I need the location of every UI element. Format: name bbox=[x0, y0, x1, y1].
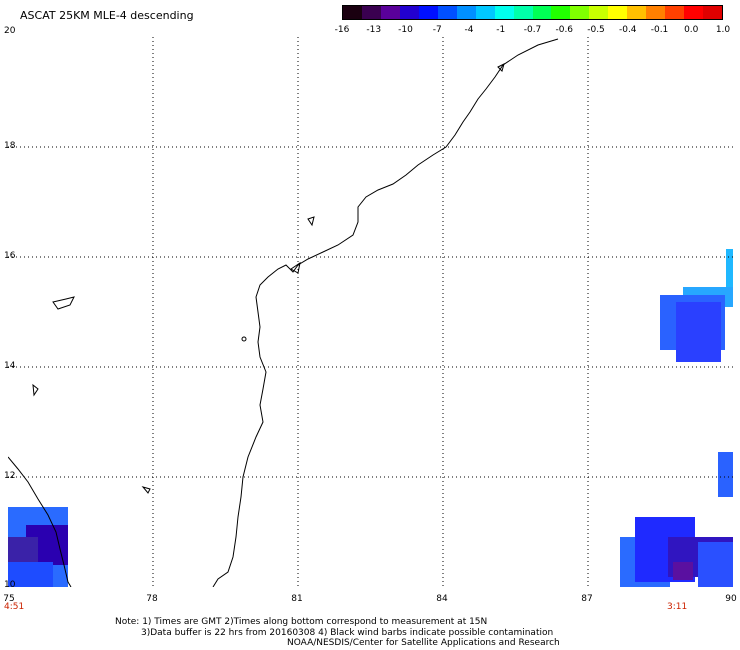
coastline bbox=[212, 38, 559, 587]
colorbar-tick-label: -16 bbox=[334, 25, 350, 35]
time-right: 3:11 bbox=[667, 602, 688, 612]
colorbar-swatch bbox=[475, 6, 495, 19]
colorbar bbox=[342, 5, 723, 20]
time-left: 4:51 bbox=[4, 602, 25, 612]
colorbar-swatch bbox=[570, 6, 590, 19]
colorbar-swatch bbox=[399, 6, 419, 19]
y-tick-label: 14 bbox=[4, 361, 16, 371]
colorbar-swatch bbox=[437, 6, 457, 19]
colorbar-labels: -16 -13 -10 -7 -4 -1 -0.7 -0.6 -0.5 -0.4 -0.1 0.0 1.… bbox=[330, 25, 740, 37]
colorbar-tick-label: -0.1 bbox=[650, 25, 669, 35]
note-line-2: 3)Data buffer is 22 hrs from 20160308 4)… bbox=[141, 627, 554, 638]
colorbar-swatch bbox=[532, 6, 552, 19]
colorbar-swatch bbox=[684, 6, 704, 19]
x-tick-label: 84 bbox=[436, 594, 448, 604]
map-panel bbox=[8, 37, 733, 587]
colorbar-tick-label: 0.0 bbox=[684, 25, 699, 35]
y-tick-label: 18 bbox=[4, 141, 16, 151]
swath-right-upper bbox=[660, 249, 733, 362]
colorbar-swatch bbox=[703, 6, 723, 19]
colorbar-swatch bbox=[513, 6, 533, 19]
colorbar-swatch bbox=[494, 6, 514, 19]
y-tick-label: 12 bbox=[4, 471, 16, 481]
x-tick-label: 81 bbox=[291, 594, 303, 604]
colorbar-swatch bbox=[589, 6, 609, 19]
colorbar-swatch bbox=[627, 6, 647, 19]
colorbar-swatch bbox=[665, 6, 685, 19]
note-line-3: NOAA/NESDIS/Center for Satellite Applica… bbox=[287, 638, 560, 648]
x-tick-label: 75 bbox=[3, 594, 15, 604]
colorbar-swatch bbox=[456, 6, 476, 19]
colorbar-tick-label: -0.5 bbox=[587, 25, 605, 35]
colorbar-swatch bbox=[551, 6, 571, 19]
colorbar-tick-label: -7 bbox=[432, 25, 442, 35]
colorbar-tick-label: 1.0 bbox=[715, 25, 731, 35]
swath-left bbox=[8, 507, 68, 587]
note-line-1: Note: 1) Times are GMT 2)Times along bot… bbox=[115, 617, 488, 627]
colorbar-swatch bbox=[380, 6, 400, 19]
colorbar-tick-label: -1 bbox=[496, 25, 506, 35]
grid-lines bbox=[8, 37, 733, 587]
islands bbox=[32, 63, 505, 494]
colorbar-tick-label: -4 bbox=[464, 25, 474, 35]
colorbar-tick-label: -13 bbox=[366, 25, 382, 35]
colorbar-swatch bbox=[361, 6, 381, 19]
y-tick-label: 20 bbox=[4, 26, 16, 36]
colorbar-swatch bbox=[343, 6, 362, 19]
colorbar-tick-label: -0.7 bbox=[523, 25, 542, 35]
colorbar-tick-label: -0.4 bbox=[618, 25, 637, 35]
colorbar-swatch bbox=[608, 6, 628, 19]
y-tick-label: 16 bbox=[4, 251, 16, 261]
notes: Note: 1) Times are GMT 2)Times along bot… bbox=[115, 617, 560, 649]
colorbar-swatch bbox=[418, 6, 438, 19]
x-tick-label: 87 bbox=[581, 594, 593, 604]
colorbar-tick-label: -0.6 bbox=[555, 25, 574, 35]
x-tick-label: 78 bbox=[146, 594, 158, 604]
swath-right-lower bbox=[620, 452, 733, 587]
x-tick-label: 90 bbox=[725, 594, 737, 604]
colorbar-swatch bbox=[646, 6, 666, 19]
map-title: ASCAT 25KM MLE-4 descending bbox=[20, 9, 194, 22]
colorbar-tick-label: -10 bbox=[398, 25, 413, 35]
y-tick-label: 10 bbox=[4, 580, 16, 590]
coastline-west bbox=[8, 456, 72, 587]
